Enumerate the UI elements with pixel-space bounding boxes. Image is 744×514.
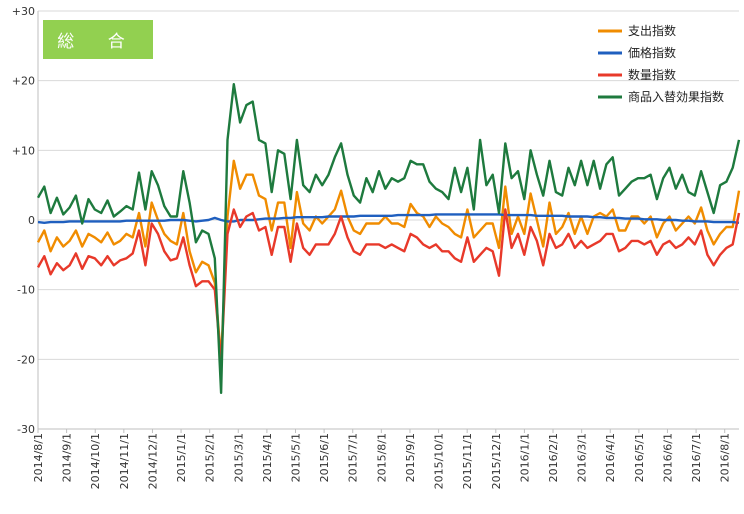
x-tick-label: 2014/12/1 [146, 433, 159, 489]
series-line-2 [36, 208, 741, 364]
series-line-0 [36, 159, 741, 361]
series-lines [36, 82, 741, 394]
x-tick-label: 2015/12/1 [490, 433, 503, 489]
y-tick-label: +10 [12, 144, 35, 157]
legend-label: 数量指数 [628, 67, 676, 82]
x-tick-label: 2016/5/1 [633, 433, 646, 482]
y-tick-label: +30 [12, 5, 35, 18]
series-line-1 [37, 213, 740, 225]
x-tick-label: 2014/11/1 [118, 433, 131, 489]
x-tick-label: 2016/8/1 [719, 433, 732, 482]
legend-label: 支出指数 [628, 23, 676, 38]
x-tick-label: 2014/8/1 [32, 433, 45, 482]
y-tick-label: -10 [17, 284, 35, 297]
y-tick-label: -30 [17, 423, 35, 436]
series-line-3 [36, 82, 741, 394]
legend-label: 商品入替効果指数 [628, 89, 724, 104]
y-tick-label: -20 [17, 353, 35, 366]
x-tick-label: 2015/5/1 [290, 433, 303, 482]
x-tick-label: 2015/6/1 [318, 433, 331, 482]
x-tick-label: 2015/3/1 [232, 433, 245, 482]
x-tick-label: 2016/1/1 [518, 433, 531, 482]
x-tick-label: 2014/9/1 [61, 433, 74, 482]
x-tick-label: 2016/7/1 [690, 433, 703, 482]
x-tick-label: 2015/4/1 [261, 433, 274, 482]
x-tick-label: 2016/6/1 [661, 433, 674, 482]
x-tick-label: 2015/7/1 [347, 433, 360, 482]
x-tick-label: 2015/10/1 [433, 433, 446, 489]
y-tick-label: +20 [12, 75, 35, 88]
x-tick-label: 2015/2/1 [204, 433, 217, 482]
chart-title: 総 合 [43, 20, 153, 59]
x-tick-label: 2015/11/1 [461, 433, 474, 489]
y-tick-label: 0 [28, 214, 35, 227]
x-tick-label: 2015/8/1 [375, 433, 388, 482]
x-tick-label: 2016/4/1 [604, 433, 617, 482]
legend-label: 価格指数 [628, 45, 676, 60]
x-tick-label: 2015/1/1 [175, 433, 188, 482]
x-tick-label: 2016/2/1 [547, 433, 560, 482]
x-tick-label: 2016/3/1 [576, 433, 589, 482]
x-tick-label: 2015/9/1 [404, 433, 417, 482]
x-tick-label: 2014/10/1 [89, 433, 102, 489]
